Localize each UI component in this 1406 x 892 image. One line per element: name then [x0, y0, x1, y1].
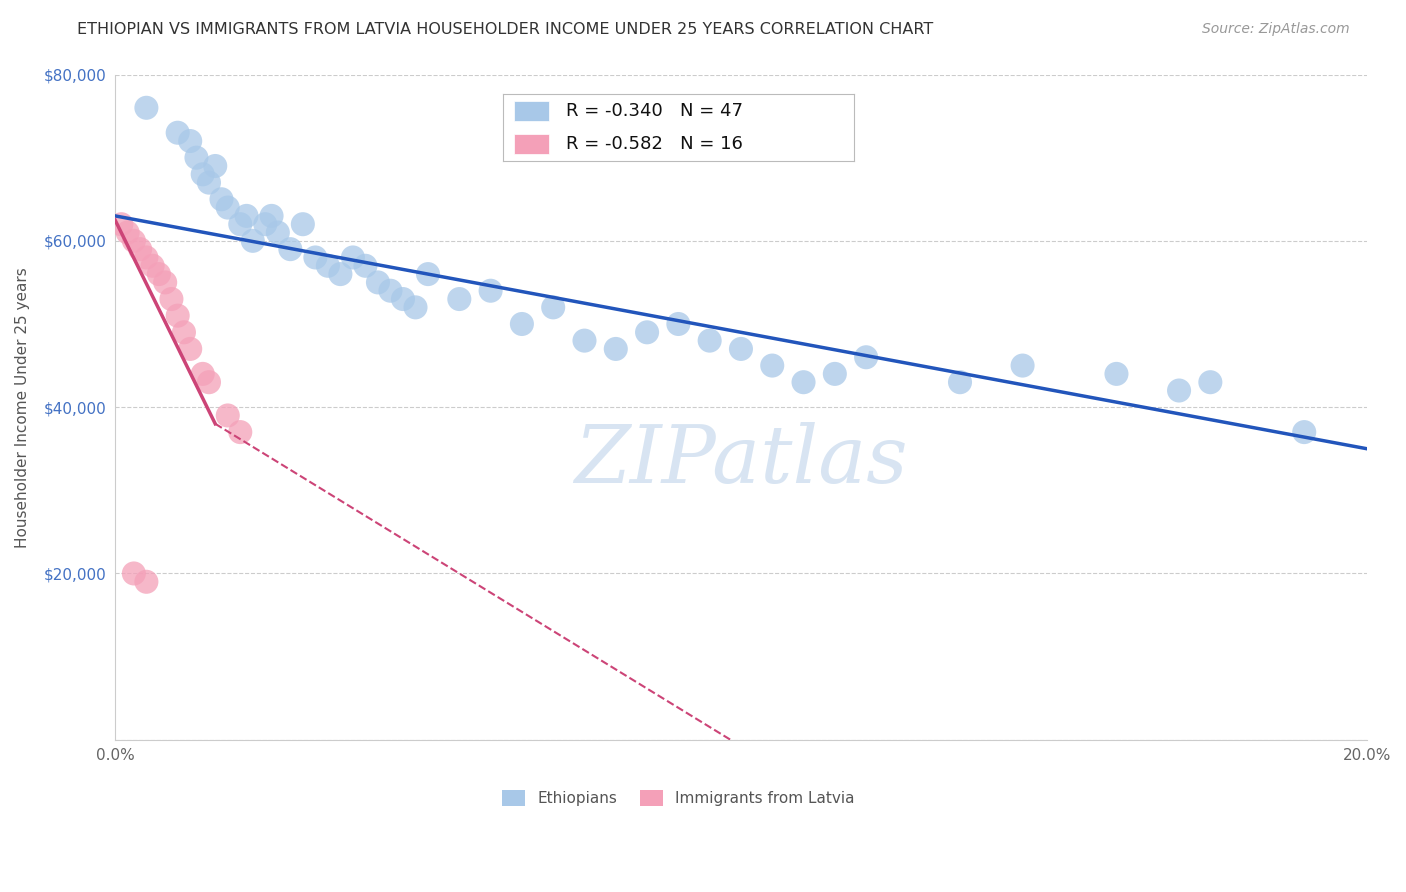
Point	[342, 251, 364, 265]
Point	[329, 267, 352, 281]
Point	[179, 134, 201, 148]
Point	[666, 317, 689, 331]
Point	[1011, 359, 1033, 373]
Point	[449, 292, 471, 306]
Point	[304, 251, 326, 265]
Point	[217, 201, 239, 215]
Point	[135, 574, 157, 589]
Point	[380, 284, 402, 298]
Text: ETHIOPIAN VS IMMIGRANTS FROM LATVIA HOUSEHOLDER INCOME UNDER 25 YEARS CORRELATIO: ETHIOPIAN VS IMMIGRANTS FROM LATVIA HOUS…	[77, 22, 934, 37]
Point	[367, 276, 389, 290]
Point	[186, 151, 208, 165]
Point	[574, 334, 596, 348]
Point	[122, 566, 145, 581]
Point	[354, 259, 377, 273]
Point	[211, 192, 233, 206]
Point	[204, 159, 226, 173]
Point	[1168, 384, 1191, 398]
Point	[416, 267, 439, 281]
Point	[1105, 367, 1128, 381]
Point	[129, 242, 152, 256]
Point	[198, 176, 221, 190]
Point	[1199, 375, 1222, 389]
Point	[166, 126, 188, 140]
Point	[278, 242, 301, 256]
Point	[730, 342, 752, 356]
Point	[636, 326, 658, 340]
Point	[267, 226, 290, 240]
Point	[699, 334, 721, 348]
Y-axis label: Householder Income Under 25 years: Householder Income Under 25 years	[15, 267, 30, 548]
Point	[855, 351, 877, 365]
Point	[135, 101, 157, 115]
Point	[824, 367, 846, 381]
Point	[479, 284, 502, 298]
Point	[229, 217, 252, 231]
Point	[761, 359, 783, 373]
Point	[142, 259, 165, 273]
Legend: Ethiopians, Immigrants from Latvia: Ethiopians, Immigrants from Latvia	[496, 784, 860, 812]
Point	[1294, 425, 1316, 439]
Point	[110, 217, 132, 231]
Point	[949, 375, 972, 389]
Point	[179, 342, 201, 356]
Point	[191, 167, 214, 181]
Point	[235, 209, 257, 223]
Point	[160, 292, 183, 306]
Text: Source: ZipAtlas.com: Source: ZipAtlas.com	[1202, 22, 1350, 37]
Point	[405, 301, 427, 315]
Point	[291, 217, 314, 231]
Point	[173, 326, 195, 340]
Point	[605, 342, 627, 356]
Point	[191, 367, 214, 381]
Point	[316, 259, 339, 273]
Point	[229, 425, 252, 439]
Point	[153, 276, 176, 290]
Point	[217, 409, 239, 423]
Point	[148, 267, 170, 281]
Text: ZIPatlas: ZIPatlas	[574, 422, 908, 500]
Point	[793, 375, 815, 389]
Point	[166, 309, 188, 323]
Point	[254, 217, 277, 231]
Point	[198, 375, 221, 389]
Point	[392, 292, 415, 306]
Point	[117, 226, 139, 240]
Point	[242, 234, 264, 248]
Point	[122, 234, 145, 248]
Point	[260, 209, 283, 223]
Point	[541, 301, 564, 315]
Point	[135, 251, 157, 265]
Point	[510, 317, 533, 331]
